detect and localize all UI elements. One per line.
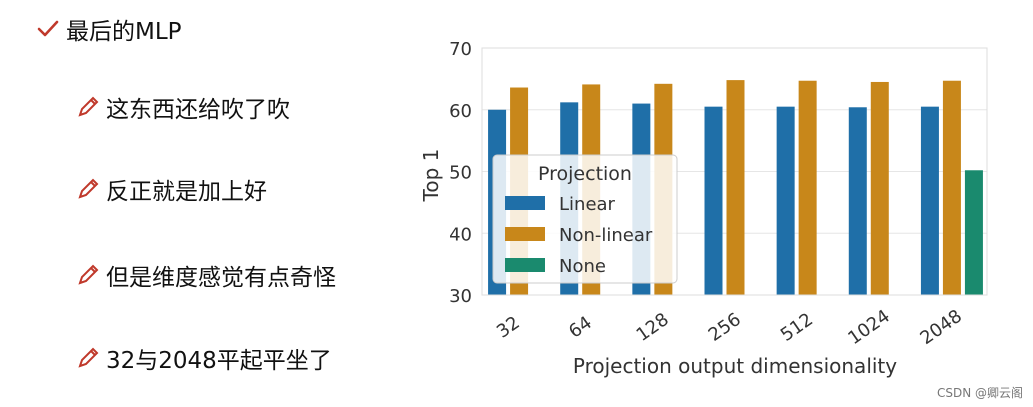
watermark: CSDN @卿云阁 [936, 386, 1023, 400]
legend-swatch [505, 227, 545, 241]
pencil-icon [78, 96, 99, 117]
sub-bullet-text: 但是维度感觉有点奇怪 [106, 265, 336, 291]
pencil-icon [78, 178, 99, 199]
pencil-icon [78, 264, 99, 285]
sub-bullet: 反正就是加上好 [76, 172, 267, 206]
sub-bullet-text: 反正就是加上好 [106, 179, 267, 205]
main-bullet-text: 最后的MLP [66, 19, 182, 45]
x-tick-label: 32 [493, 312, 524, 342]
x-axis-label: Projection output dimensionality [573, 354, 897, 378]
pencil-icon [78, 347, 99, 368]
x-tick-label: 1024 [844, 306, 894, 349]
bar [798, 80, 817, 295]
bar [848, 107, 867, 295]
bar [920, 106, 939, 295]
x-tick-label: 128 [633, 309, 673, 346]
sub-bullet: 但是维度感觉有点奇怪 [76, 258, 336, 292]
bar [964, 170, 983, 295]
sub-bullet: 32与2048平起平坐了 [76, 341, 332, 375]
legend: Projection Linear Non-linear None [492, 154, 678, 284]
bar [726, 80, 745, 295]
legend-box [492, 154, 678, 284]
sub-bullet-text: 这东西还给吹了吹 [106, 97, 290, 123]
y-tick-label: 30 [449, 286, 472, 307]
checkmark-icon [37, 20, 59, 37]
y-tick-label: 70 [449, 39, 472, 60]
bar-chart: 30 40 50 60 70 32 64 128 256 512 1024 2048 Top 1 Pr… [419, 39, 988, 378]
y-tick-label: 40 [449, 224, 472, 245]
legend-swatch [505, 258, 545, 272]
y-axis-label: Top 1 [419, 149, 443, 203]
x-tick-label: 64 [565, 312, 596, 342]
legend-label: Linear [559, 194, 616, 215]
x-tick-label: 512 [777, 309, 817, 346]
main-bullet: 最后的MLP [36, 12, 182, 46]
legend-label: Non-linear [559, 225, 653, 246]
bar [776, 106, 795, 295]
bar [704, 106, 723, 295]
bar [942, 80, 961, 295]
sub-bullet: 这东西还给吹了吹 [76, 90, 290, 124]
bar [870, 81, 889, 296]
x-tick-label: 256 [705, 309, 745, 346]
legend-title: Projection [538, 163, 632, 185]
sub-bullet-text: 32与2048平起平坐了 [106, 348, 332, 374]
plot-frame [481, 47, 988, 296]
y-tick-label: 50 [449, 163, 472, 184]
chart: 30 40 50 60 70 32 64 128 256 512 1024 2048 Top 1 Pr… [410, 30, 1010, 390]
x-tick-label: 2048 [916, 306, 966, 349]
y-tick-label: 60 [449, 101, 472, 122]
legend-label: None [559, 256, 606, 277]
legend-swatch [505, 196, 545, 210]
